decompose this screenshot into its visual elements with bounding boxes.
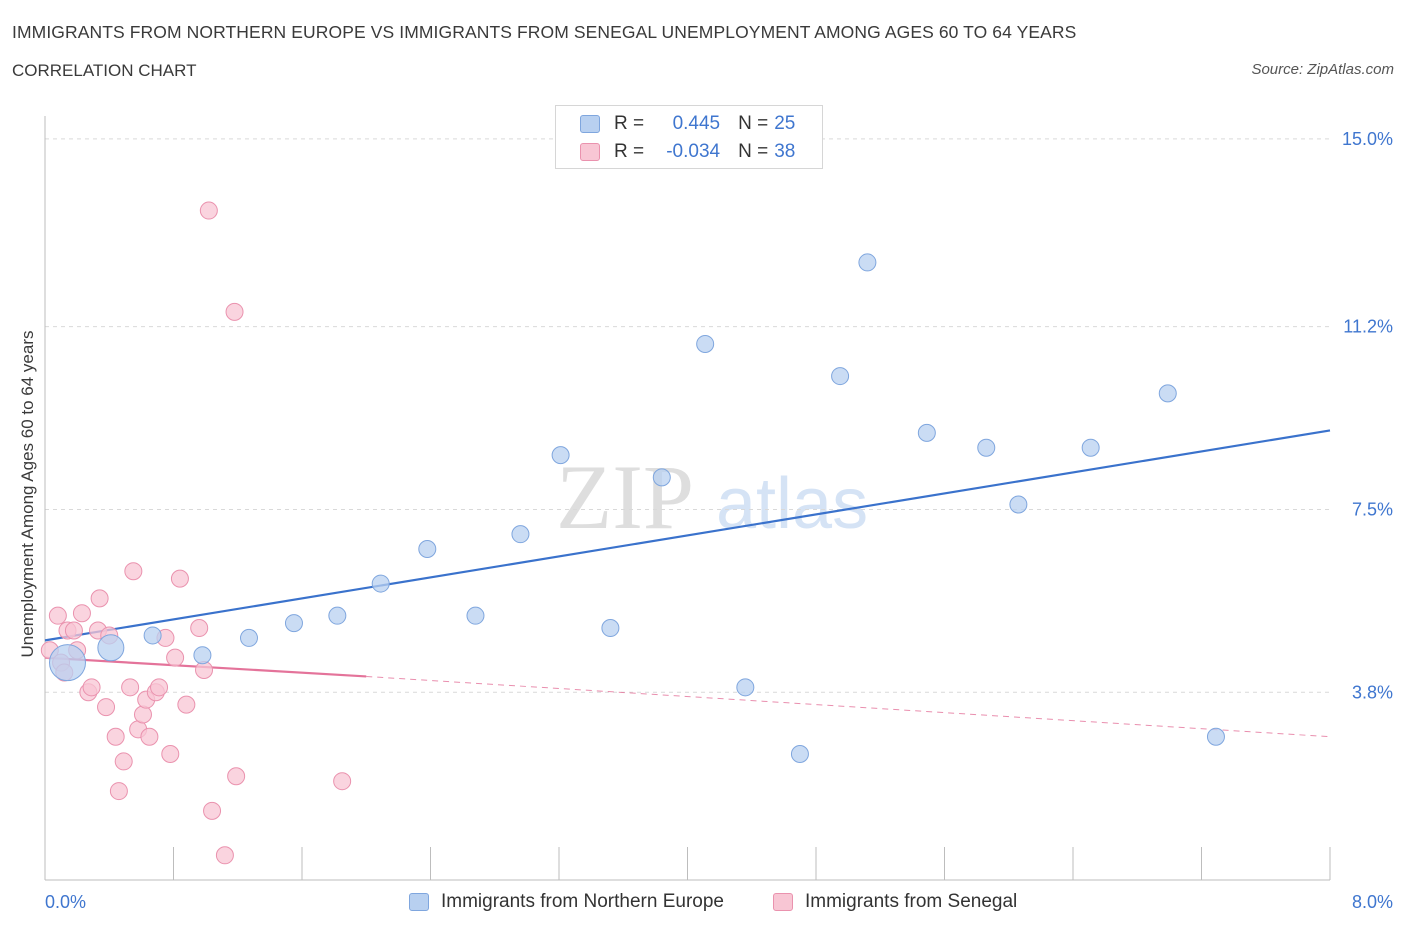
data-point-northern-europe — [977, 438, 996, 457]
pink-swatch — [773, 893, 793, 911]
n-label: N = — [738, 113, 769, 134]
blue-swatch — [409, 893, 429, 911]
n-value: 25 — [774, 113, 796, 134]
chart-title: IMMIGRANTS FROM NORTHERN EUROPE VS IMMIG… — [12, 22, 1077, 42]
data-point-senegal — [227, 767, 246, 786]
data-point-northern-europe — [1009, 495, 1028, 514]
legend-label: Immigrants from Senegal — [805, 891, 1018, 912]
stats-row-northern-europe: R = 0.445 N = 25 — [580, 112, 795, 136]
data-point-northern-europe — [1081, 438, 1100, 457]
data-point-senegal — [133, 705, 152, 724]
data-point-senegal — [190, 619, 209, 638]
stats-legend: R = 0.445 N = 25 R = -0.034 N = 38 — [555, 105, 823, 169]
legend-item-senegal[interactable]: Immigrants from Senegal — [773, 890, 1017, 914]
data-point-senegal — [64, 621, 83, 640]
r-label: R = — [614, 141, 645, 162]
legend-item-northern-europe[interactable]: Immigrants from Northern Europe — [409, 890, 724, 914]
data-point-northern-europe — [284, 614, 303, 633]
data-point-senegal — [195, 661, 214, 680]
data-point-senegal — [90, 589, 109, 608]
y-tick-label: 11.2% — [1343, 317, 1393, 337]
data-point-senegal — [48, 606, 67, 625]
data-point-senegal — [203, 801, 222, 820]
trend-line-senegal-extension — [366, 675, 1331, 738]
data-point-senegal — [177, 695, 196, 714]
pink-swatch — [580, 143, 600, 161]
data-point-senegal — [166, 648, 185, 667]
data-point-northern-europe — [143, 626, 162, 645]
legend-label: Immigrants from Northern Europe — [441, 891, 724, 912]
r-value: -0.034 — [666, 141, 721, 162]
data-points — [40, 201, 1225, 865]
watermark-atlas: atlas — [716, 464, 868, 544]
watermark: ZIP atlas — [556, 446, 868, 548]
data-point-senegal — [121, 678, 140, 697]
n-label: N = — [738, 141, 769, 162]
y-tick-label: 15.0% — [1342, 129, 1393, 149]
data-point-senegal — [225, 302, 244, 321]
data-point-senegal — [161, 745, 180, 764]
data-point-northern-europe — [858, 253, 877, 272]
data-point-senegal — [124, 562, 143, 581]
stats-row-senegal: R = -0.034 N = 38 — [580, 140, 795, 164]
data-point-senegal — [333, 772, 352, 791]
data-point-northern-europe — [511, 525, 530, 544]
blue-swatch — [580, 115, 600, 133]
x-tick-label: 0.0% — [45, 892, 86, 912]
data-point-northern-europe — [831, 367, 850, 386]
data-point-senegal — [106, 727, 125, 746]
data-point-northern-europe — [418, 539, 437, 558]
data-point-northern-europe — [1158, 384, 1177, 403]
data-point-northern-europe — [696, 334, 715, 353]
data-point-northern-europe — [48, 644, 86, 682]
data-point-senegal — [97, 698, 116, 717]
data-point-northern-europe — [239, 628, 258, 647]
data-point-northern-europe — [551, 446, 570, 465]
data-point-northern-europe — [193, 646, 212, 665]
data-point-senegal — [170, 569, 189, 588]
axes — [44, 116, 1331, 881]
data-point-northern-europe — [97, 634, 125, 662]
data-point-northern-europe — [1206, 727, 1225, 746]
data-point-senegal — [114, 752, 133, 771]
y-tick-label: 3.8% — [1352, 682, 1393, 702]
chart-subtitle: CORRELATION CHART — [12, 61, 197, 80]
data-point-senegal — [199, 201, 218, 220]
data-point-northern-europe — [652, 468, 671, 487]
data-point-senegal — [72, 604, 91, 623]
data-point-senegal — [215, 846, 234, 865]
data-point-northern-europe — [371, 574, 390, 593]
data-point-senegal — [109, 782, 128, 801]
data-point-senegal — [150, 678, 169, 697]
data-point-northern-europe — [466, 606, 485, 625]
trend-line-northern-europe — [44, 429, 1331, 642]
y-tick-label: 7.5% — [1352, 499, 1393, 519]
x-tick-label: 8.0% — [1352, 892, 1393, 912]
n-value: 38 — [774, 141, 796, 162]
data-point-northern-europe — [790, 745, 809, 764]
data-point-northern-europe — [736, 678, 755, 697]
data-point-northern-europe — [917, 423, 936, 442]
data-point-northern-europe — [328, 606, 347, 625]
r-label: R = — [614, 113, 645, 134]
r-value: 0.445 — [672, 113, 721, 134]
data-point-northern-europe — [601, 619, 620, 638]
source-label: Source: ZipAtlas.com — [1251, 61, 1394, 78]
tick-labels: 3.8% 7.5% 11.2% 15.0% 0.0% 8.0% — [45, 129, 1393, 912]
data-point-senegal — [82, 678, 101, 697]
watermark-zip: ZIP — [556, 446, 694, 548]
data-point-senegal — [140, 727, 159, 746]
